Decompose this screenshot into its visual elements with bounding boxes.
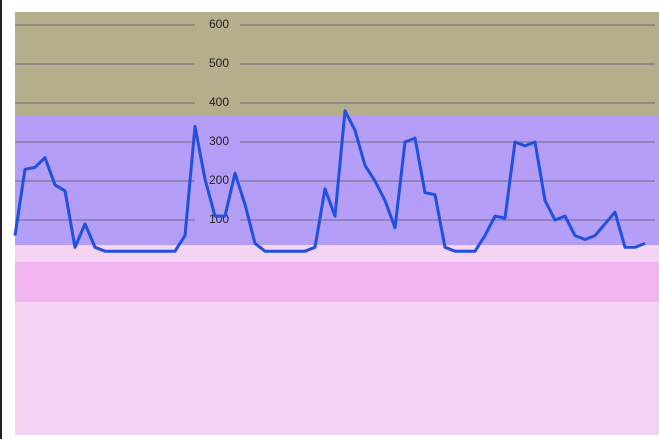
y-tick-label: 300 [209, 134, 229, 148]
y-tick-label: 200 [209, 173, 229, 187]
data-line [13, 109, 646, 253]
y-tick-label: 600 [209, 17, 229, 31]
y-tick-label: 500 [209, 56, 229, 70]
panel-top [15, 12, 659, 130]
y-tick-label: 400 [209, 95, 229, 109]
frame-edge [0, 0, 2, 439]
glitch-band [15, 262, 659, 302]
